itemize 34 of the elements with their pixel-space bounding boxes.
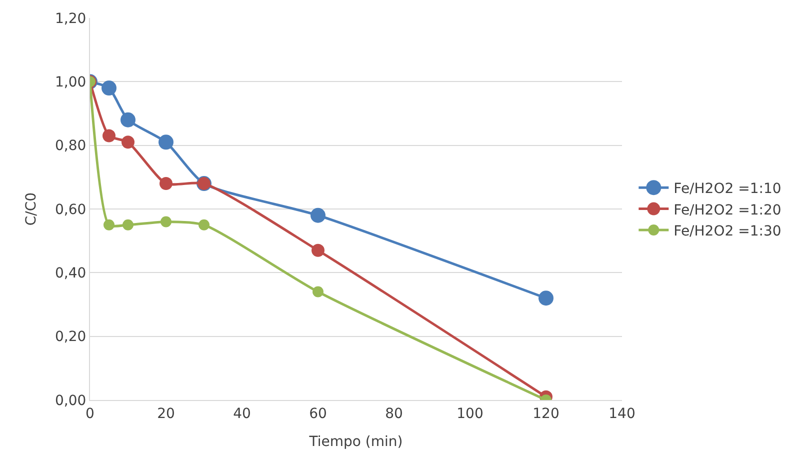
y-tick-label: 0,60 (55, 202, 86, 218)
x-axis-title: Tiempo (min) (308, 434, 403, 450)
point (310, 208, 326, 223)
point (122, 136, 134, 149)
y-tick-label: 1,20 (55, 10, 86, 27)
legend-label: Fe/H2O2 =1:20 (674, 202, 782, 218)
point (198, 219, 210, 230)
legend-label: Fe/H2O2 =1:30 (674, 223, 782, 240)
x-tick-label: 100 (456, 406, 484, 422)
y-tick-label: 0,80 (55, 138, 86, 154)
point (102, 129, 116, 142)
point (102, 80, 116, 96)
point (312, 244, 324, 257)
x-tick-label: 60 (309, 406, 327, 422)
x-tick-label: 80 (385, 406, 403, 422)
point (122, 219, 134, 230)
y-tick-label: 0,40 (55, 266, 86, 282)
y-tick-label: 0,20 (55, 329, 86, 346)
point (120, 112, 136, 128)
y-axis-title: C/C0 (24, 192, 40, 226)
point (160, 177, 172, 190)
y-tick-label: 0,00 (55, 392, 86, 409)
point (158, 134, 174, 150)
x-tick-label: 40 (233, 406, 251, 422)
y-tick-label: 1,00 (55, 74, 86, 91)
x-tick-label: 140 (608, 406, 636, 422)
x-tick-label: 0 (86, 406, 94, 422)
point (538, 290, 554, 306)
point (104, 219, 114, 230)
legend-label: Fe/H2O2 =1:10 (674, 181, 782, 198)
point (312, 286, 324, 298)
point (160, 216, 172, 228)
x-tick-label: 20 (157, 406, 175, 422)
x-tick-label: 120 (532, 406, 560, 422)
